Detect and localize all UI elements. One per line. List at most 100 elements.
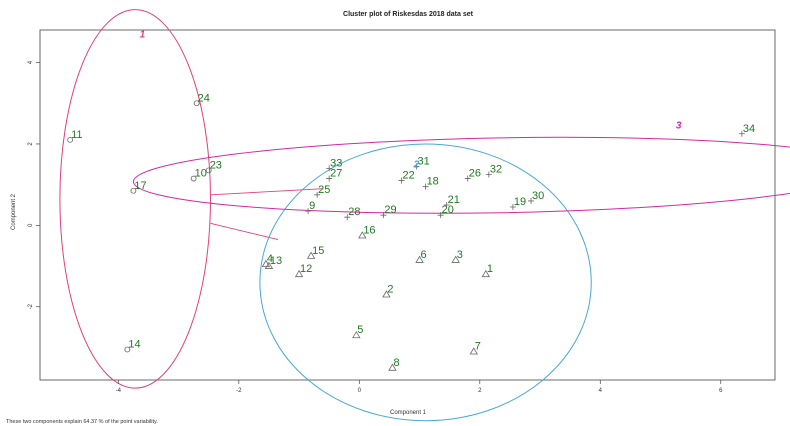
point-label: 28 — [348, 206, 360, 218]
point-marker — [130, 187, 137, 194]
point-label: 6 — [421, 249, 427, 261]
point-marker — [124, 346, 131, 353]
point-3: 3 — [451, 249, 463, 263]
point-label: 34 — [743, 123, 755, 135]
point-25: 25 — [314, 184, 330, 198]
point-marker — [67, 136, 74, 143]
point-label: 10 — [195, 168, 207, 180]
x-tick-label: 4 — [599, 388, 603, 394]
point-1: 1 — [481, 263, 493, 278]
point-15: 15 — [306, 245, 324, 259]
point-marker — [382, 290, 391, 298]
point-marker — [437, 212, 444, 219]
point-label: 24 — [198, 92, 210, 104]
plot-frame — [39, 29, 776, 381]
point-marker — [190, 175, 197, 182]
point-marker — [380, 212, 387, 219]
cluster-ellipses — [59, 9, 790, 422]
x-axis-label: Component 1 — [390, 410, 427, 416]
point-label: 7 — [475, 341, 481, 353]
point-6: 6 — [415, 249, 427, 263]
point-marker — [398, 177, 405, 184]
point-label: 18 — [427, 176, 439, 188]
cluster-2-ellipse — [259, 143, 592, 422]
point-label: 33 — [330, 157, 342, 169]
point-marker — [509, 204, 516, 211]
point-21: 21 — [443, 194, 460, 208]
cluster-3-ellipse — [132, 136, 790, 214]
point-label: 25 — [318, 184, 330, 196]
point-marker — [451, 255, 460, 263]
point-marker — [469, 347, 478, 355]
point-marker — [261, 259, 271, 267]
point-marker — [358, 231, 367, 239]
point-marker — [205, 167, 212, 174]
point-label: 27 — [330, 168, 342, 180]
y-tick-label: 2 — [28, 142, 34, 146]
point-14: 14 — [124, 338, 141, 353]
point-label: 12 — [300, 263, 312, 275]
cluster-1-ellipse — [59, 9, 211, 389]
point-11: 11 — [67, 129, 83, 143]
point-31: 31 — [413, 155, 430, 170]
point-8: 8 — [388, 357, 400, 371]
point-32: 32 — [485, 163, 502, 178]
point-marker — [294, 269, 304, 278]
point-label: 15 — [312, 245, 324, 257]
point-label: 31 — [418, 155, 430, 167]
point-label: 21 — [448, 194, 460, 206]
point-label: 14 — [128, 338, 140, 350]
point-label: 26 — [469, 168, 481, 180]
point-label: 8 — [393, 357, 399, 369]
cluster-2-label: 2 — [413, 160, 420, 171]
point-marker — [443, 202, 450, 208]
chart-title: Cluster plot of Riskesdas 2018 data set — [343, 11, 474, 18]
point-18: 18 — [422, 176, 439, 190]
point-label: 1 — [487, 263, 493, 275]
point-5: 5 — [352, 324, 363, 339]
point-17: 17 — [130, 180, 147, 194]
point-marker — [344, 214, 351, 221]
point-marker — [305, 208, 312, 215]
point-20: 20 — [437, 204, 454, 219]
point-16: 16 — [358, 225, 376, 239]
point-marker — [413, 163, 420, 170]
point-label: 32 — [490, 163, 502, 175]
cluster-1-label: 1 — [140, 29, 146, 40]
cluster-connector — [210, 222, 279, 241]
point-label: 4 — [267, 253, 273, 265]
point-9: 9 — [305, 200, 315, 215]
point-28: 28 — [344, 206, 361, 221]
y-tick-label: 0 — [28, 223, 34, 227]
x-tick-label: -2 — [236, 388, 242, 394]
point-marker — [314, 191, 321, 198]
point-label: 17 — [134, 180, 146, 192]
point-7: 7 — [469, 341, 481, 355]
point-marker — [306, 251, 316, 259]
point-label: 13 — [270, 255, 282, 267]
point-label: 30 — [532, 190, 544, 202]
point-24: 24 — [193, 92, 210, 107]
point-23: 23 — [205, 159, 222, 174]
point-marker — [264, 261, 274, 269]
point-33: 33 — [326, 157, 342, 172]
variability-note: These two components explain 64.37 % of … — [6, 419, 158, 425]
point-label: 3 — [457, 249, 463, 261]
point-label: 23 — [210, 159, 222, 171]
point-34: 34 — [738, 123, 755, 137]
point-marker — [326, 175, 333, 182]
point-label: 19 — [514, 196, 526, 208]
x-tick-label: 2 — [478, 388, 482, 394]
point-27: 27 — [326, 168, 342, 182]
point-marker — [415, 255, 424, 263]
point-10: 10 — [190, 168, 207, 182]
point-29: 29 — [380, 204, 397, 219]
point-marker — [352, 330, 361, 339]
point-30: 30 — [528, 190, 544, 204]
point-marker — [485, 171, 492, 178]
point-label: 22 — [402, 170, 414, 182]
y-axis: -2 0 2 4 — [28, 60, 40, 309]
cluster-connectors — [210, 188, 324, 241]
